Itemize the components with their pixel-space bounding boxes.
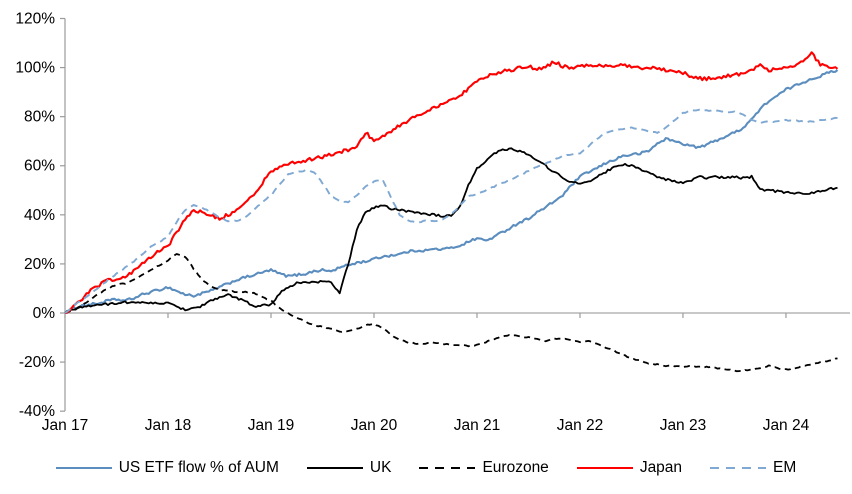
chart-legend: US ETF flow % of AUM UK Eurozone Japan E… <box>0 455 852 481</box>
legend-item-japan: Japan <box>576 459 683 477</box>
series-line-uk <box>64 147 838 314</box>
x-axis-tick-label: Jan 21 <box>454 417 501 434</box>
legend-line-japan <box>576 466 633 470</box>
y-axis-tick-label: 100% <box>15 60 55 77</box>
legend-label-us: US ETF flow % of AUM <box>118 459 279 477</box>
x-axis-tick-label: Jan 24 <box>763 417 810 434</box>
series-line-eurozone <box>64 253 838 373</box>
legend-line-us <box>55 466 112 470</box>
legend-item-uk: UK <box>306 459 392 477</box>
series-line-em <box>64 108 838 314</box>
y-axis-tick-label: 40% <box>24 207 55 224</box>
y-axis-tick-label: 120% <box>15 10 55 27</box>
legend-line-eurozone <box>419 466 476 470</box>
y-axis-tick-label: -40% <box>19 403 55 420</box>
y-axis-tick-label: 60% <box>24 158 55 175</box>
legend-item-eurozone: Eurozone <box>419 459 549 477</box>
y-axis-tick-label: 80% <box>24 109 55 126</box>
legend-label-em: EM <box>773 459 797 477</box>
y-axis-tick-label: 0% <box>33 305 56 322</box>
y-axis-tick-label: -20% <box>19 354 55 371</box>
legend-label-eurozone: Eurozone <box>482 459 549 477</box>
legend-label-uk: UK <box>369 459 392 477</box>
legend-line-em <box>710 466 767 470</box>
legend-item-em: EM <box>710 460 796 476</box>
legend-line-uk <box>306 466 363 470</box>
x-axis-tick-label: Jan 22 <box>557 417 604 434</box>
x-axis-tick-label: Jan 19 <box>248 417 295 434</box>
legend-item-us: US ETF flow % of AUM <box>55 459 279 477</box>
x-axis-tick-label: Jan 17 <box>42 417 89 434</box>
x-axis-tick-label: Jan 20 <box>351 417 398 434</box>
y-axis-tick-label: 20% <box>24 256 55 273</box>
series-line-us-etf-flow-of-aum <box>64 69 839 315</box>
x-axis-tick-label: Jan 18 <box>145 417 192 434</box>
x-axis-tick-label: Jan 23 <box>660 417 707 434</box>
legend-label-japan: Japan <box>639 459 683 477</box>
series-line-japan <box>64 51 839 315</box>
